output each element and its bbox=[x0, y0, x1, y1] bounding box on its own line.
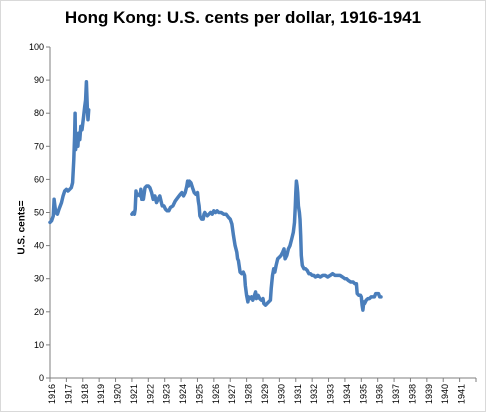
y-tick-label: 40 bbox=[34, 241, 44, 251]
y-tick-label: 70 bbox=[34, 141, 44, 151]
x-tick-label: 1925 bbox=[194, 384, 204, 404]
x-tick-label: 1922 bbox=[145, 384, 155, 404]
x-tick-label: 1928 bbox=[244, 384, 254, 404]
x-tick-label: 1935 bbox=[358, 384, 368, 404]
x-tick-label: 1933 bbox=[326, 384, 336, 404]
axes bbox=[49, 47, 476, 379]
y-tick-label: 60 bbox=[34, 174, 44, 184]
x-tick-label: 1929 bbox=[260, 384, 270, 404]
x-axis-ticks: 1916 1917 1918 1919 1920 1921 1922 1923 1924 1925… bbox=[47, 378, 477, 404]
x-tick-label: 1921 bbox=[129, 384, 139, 404]
y-tick-label: 50 bbox=[34, 208, 44, 218]
x-tick-label: 1938 bbox=[407, 384, 417, 404]
x-tick-label: 1917 bbox=[63, 384, 73, 404]
x-tick-label: 1939 bbox=[424, 384, 434, 404]
y-tick-label: 0 bbox=[39, 373, 44, 383]
chart-title: Hong Kong: U.S. cents per dollar, 1916-1… bbox=[64, 8, 422, 27]
x-tick-label: 1927 bbox=[227, 384, 237, 404]
x-tick-label: 1923 bbox=[162, 384, 172, 404]
x-tick-label: 1937 bbox=[391, 384, 401, 404]
x-tick-label: 1931 bbox=[293, 384, 303, 404]
x-tick-label: 1918 bbox=[80, 384, 90, 404]
x-tick-label: 1926 bbox=[211, 384, 221, 404]
x-tick-label: 1940 bbox=[440, 384, 450, 404]
x-tick-label: 1924 bbox=[178, 384, 188, 404]
y-tick-label: 90 bbox=[34, 75, 44, 85]
y-tick-label: 20 bbox=[34, 307, 44, 317]
x-tick-label: 1934 bbox=[342, 384, 352, 404]
x-tick-label: 1920 bbox=[113, 384, 123, 404]
y-tick-label: 100 bbox=[29, 42, 44, 52]
series-line-segment bbox=[48, 80, 91, 225]
x-tick-label: 1932 bbox=[309, 384, 319, 404]
y-axis-ticks: 0 10 20 30 40 50 60 70 80 90 100 bbox=[29, 42, 50, 383]
x-tick-label: 1941 bbox=[457, 384, 467, 404]
x-tick-label: 1916 bbox=[47, 384, 57, 404]
x-tick-label: 1936 bbox=[375, 384, 385, 404]
y-tick-label: 80 bbox=[34, 108, 44, 118]
x-tick-label: 1919 bbox=[96, 384, 106, 404]
series-lines bbox=[48, 80, 383, 312]
y-tick-label: 30 bbox=[34, 274, 44, 284]
x-tick-label: 1930 bbox=[276, 384, 286, 404]
series-line-segment bbox=[130, 179, 383, 312]
y-tick-label: 10 bbox=[34, 340, 44, 350]
